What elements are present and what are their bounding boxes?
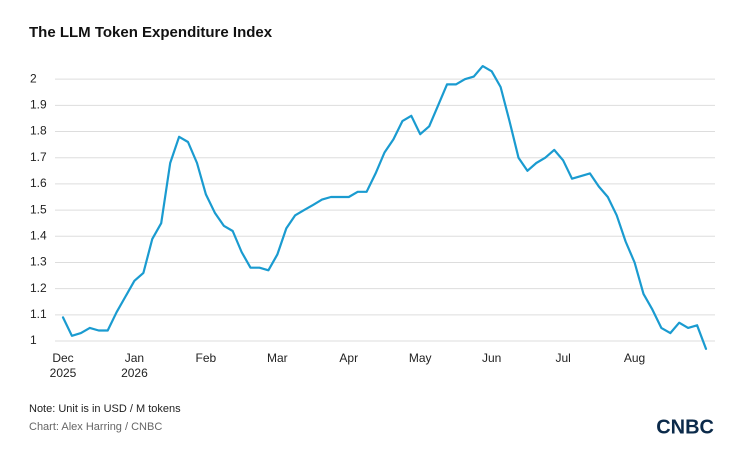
- logo: CNBC: [656, 416, 714, 438]
- y-tick-label: 1.5: [30, 202, 47, 216]
- x-tick-label: Apr: [339, 351, 359, 365]
- x-tick-label: Jan 2026: [121, 351, 148, 380]
- y-tick-label: 1.9: [30, 98, 47, 112]
- chart-title: The LLM Token Expenditure Index: [29, 24, 273, 41]
- x-tick-label: Mar: [266, 351, 288, 365]
- data-line: [61, 65, 708, 350]
- x-tick-label: Aug: [623, 351, 646, 365]
- x-tick-label: Dec 2025: [49, 351, 77, 380]
- y-tick-label: 1.8: [30, 124, 47, 138]
- x-tick-label: May: [408, 351, 432, 365]
- y-tick-label: 1.3: [30, 255, 47, 269]
- y-tick-label: 1.1: [30, 307, 47, 321]
- y-tick-label: 2: [30, 71, 37, 85]
- y-tick-label: 1.2: [30, 281, 47, 295]
- x-tick-label: Jul: [555, 351, 571, 365]
- y-tick-label: 1.6: [30, 176, 47, 190]
- credit: Chart: Alex Harring / CNBC: [29, 421, 162, 433]
- x-tick-label: Jun: [481, 351, 502, 365]
- x-tick-label: Feb: [195, 351, 217, 365]
- y-tick-label: 1.4: [30, 228, 47, 242]
- y-tick-label: 1.7: [30, 150, 47, 164]
- note: Note: Unit is in USD / M tokens: [29, 403, 181, 415]
- y-tick-label: 1: [30, 333, 37, 347]
